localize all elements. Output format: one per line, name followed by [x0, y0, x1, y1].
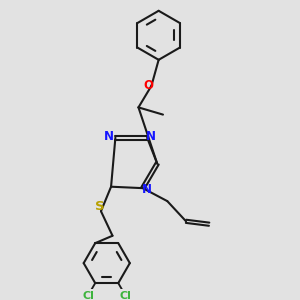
- Text: Cl: Cl: [82, 291, 94, 300]
- Text: N: N: [142, 183, 152, 196]
- Text: O: O: [143, 79, 153, 92]
- Text: S: S: [95, 200, 104, 213]
- Text: N: N: [104, 130, 114, 143]
- Text: N: N: [146, 130, 156, 143]
- Text: Cl: Cl: [119, 291, 131, 300]
